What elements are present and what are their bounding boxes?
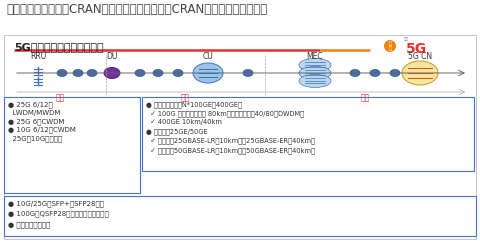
- Ellipse shape: [135, 69, 145, 77]
- Text: ✓ 100G 低成本粗干要求 80km及以上（核心：40/80波DWDM）: ✓ 100G 低成本粗干要求 80km及以上（核心：40/80波DWDM）: [146, 110, 304, 117]
- Ellipse shape: [402, 61, 438, 85]
- Ellipse shape: [193, 63, 223, 83]
- Text: 共建共享的模式下，CRAN将成为主要应用场景。CRAN具备以下几种优势：: 共建共享的模式下，CRAN将成为主要应用场景。CRAN具备以下几种优势：: [6, 3, 267, 16]
- Text: ● 10G/25G：SFP+与SFP28兼容: ● 10G/25G：SFP+与SFP28兼容: [8, 200, 104, 207]
- Ellipse shape: [153, 69, 163, 77]
- Ellipse shape: [390, 69, 400, 77]
- FancyBboxPatch shape: [142, 97, 474, 171]
- Text: 5G承载技术方案及产业研究: 5G承载技术方案及产业研究: [14, 42, 104, 52]
- Ellipse shape: [299, 75, 331, 87]
- Text: 回传: 回传: [360, 93, 370, 102]
- Text: 中传: 中传: [180, 93, 190, 102]
- Text: ● 低成本、互联互通: ● 低成本、互联互通: [8, 221, 50, 228]
- Text: LWDM/MWDM: LWDM/MWDM: [8, 110, 60, 115]
- Text: ✓ 400GE 10km/40km: ✓ 400GE 10km/40km: [146, 119, 222, 125]
- Text: ● 25G 6/12波: ● 25G 6/12波: [8, 101, 53, 108]
- Text: ● 接入层：25GE/50GE: ● 接入层：25GE/50GE: [146, 129, 208, 135]
- Text: ✓ 单纤双向25GBASE-LR（10km），25GBASE-ER（40km）: ✓ 单纤双向25GBASE-LR（10km），25GBASE-ER（40km）: [146, 138, 315, 144]
- Text: MEC: MEC: [307, 52, 324, 61]
- Text: ● 100G：QSFP28等高密度、低功耗封装: ● 100G：QSFP28等高密度、低功耗封装: [8, 210, 109, 217]
- Ellipse shape: [73, 69, 83, 77]
- Text: 25G与10G混合组网: 25G与10G混合组网: [8, 135, 62, 142]
- Text: ● 25G 6波CWDM: ● 25G 6波CWDM: [8, 118, 64, 125]
- Text: 天
翼: 天 翼: [389, 41, 391, 52]
- Text: 创新: 创新: [404, 37, 409, 41]
- Ellipse shape: [87, 69, 97, 77]
- Text: 前传: 前传: [55, 93, 65, 102]
- Text: RRU: RRU: [30, 52, 46, 61]
- Ellipse shape: [299, 67, 331, 79]
- Ellipse shape: [350, 69, 360, 77]
- FancyBboxPatch shape: [4, 35, 476, 239]
- Text: DU: DU: [106, 52, 118, 61]
- Ellipse shape: [243, 69, 253, 77]
- FancyBboxPatch shape: [4, 97, 140, 193]
- Circle shape: [384, 40, 396, 52]
- Ellipse shape: [299, 59, 331, 71]
- Text: 5G CN: 5G CN: [408, 52, 432, 61]
- Text: ● 10G 6/12波CWDM: ● 10G 6/12波CWDM: [8, 127, 76, 133]
- Ellipse shape: [370, 69, 380, 77]
- Ellipse shape: [104, 68, 120, 78]
- Ellipse shape: [405, 69, 415, 77]
- Text: ● 汇聚、核心层：N*100GE或400GE；: ● 汇聚、核心层：N*100GE或400GE；: [146, 101, 242, 108]
- Text: ✓ 单纤双向50GBASE-LR（10km），50GBASE-ER（40km）: ✓ 单纤双向50GBASE-LR（10km），50GBASE-ER（40km）: [146, 147, 315, 154]
- Ellipse shape: [173, 69, 183, 77]
- Ellipse shape: [57, 69, 67, 77]
- FancyBboxPatch shape: [4, 196, 476, 236]
- Text: 5G: 5G: [406, 42, 427, 56]
- Text: CU: CU: [203, 52, 214, 61]
